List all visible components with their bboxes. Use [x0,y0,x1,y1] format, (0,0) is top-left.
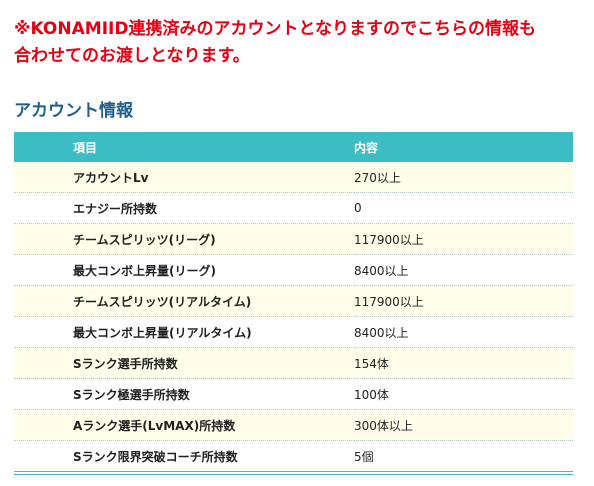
account-info-table: 項目 内容 アカウントLv 270以上 エナジー所持数 0 チームスピリッツ(リ… [14,132,573,475]
notice-line-2: 合わせてのお渡しとなります。 [14,46,250,66]
row-label: Sランク限界突破コーチ所持数 [14,440,354,473]
row-label: 最大コンボ上昇量(リアルタイム) [14,316,354,348]
table-row: Aランク選手(LvMAX)所持数 300体以上 [14,409,573,441]
row-value: 270以上 [354,162,573,193]
table-row: Sランク極選手所持数 100体 [14,378,573,410]
header-item: 項目 [14,132,354,162]
row-value: 117900以上 [354,285,573,317]
row-value: 0 [354,192,573,224]
table-row: アカウントLv 270以上 [14,162,573,193]
table-row: Sランク限界突破コーチ所持数 5個 [14,440,573,473]
notice-message: ※KONAMIID連携済みのアカウントとなりますのでこちらの情報も 合わせてのお… [14,16,590,70]
section-title: アカウント情報 [14,101,133,121]
table-row: 最大コンボ上昇量(リーグ) 8400以上 [14,254,573,286]
row-label: アカウントLv [14,162,354,193]
row-value: 5個 [354,440,573,473]
table-row: 最大コンボ上昇量(リアルタイム) 8400以上 [14,316,573,348]
table-row: チームスピリッツ(リアルタイム) 117900以上 [14,285,573,317]
row-value: 8400以上 [354,254,573,286]
row-value: 100体 [354,378,573,410]
row-label: 最大コンボ上昇量(リーグ) [14,254,354,286]
row-label: Sランク極選手所持数 [14,378,354,410]
row-value: 300体以上 [354,409,573,441]
table-row: チームスピリッツ(リーグ) 117900以上 [14,223,573,255]
row-label: チームスピリッツ(リーグ) [14,223,354,255]
row-label: エナジー所持数 [14,192,354,224]
row-label: Sランク選手所持数 [14,347,354,379]
table-row: Sランク選手所持数 154体 [14,347,573,379]
row-value: 117900以上 [354,223,573,255]
row-label: チームスピリッツ(リアルタイム) [14,285,354,317]
table-header: 項目 内容 [14,132,573,162]
notice-line-1: ※KONAMIID連携済みのアカウントとなりますのでこちらの情報も [14,19,536,39]
table-body: アカウントLv 270以上 エナジー所持数 0 チームスピリッツ(リーグ) 11… [14,162,573,473]
header-content: 内容 [354,132,573,162]
row-label: Aランク選手(LvMAX)所持数 [14,409,354,441]
table-header-row: 項目 内容 [14,132,573,162]
row-value: 154体 [354,347,573,379]
row-value: 8400以上 [354,316,573,348]
table-row: エナジー所持数 0 [14,192,573,224]
